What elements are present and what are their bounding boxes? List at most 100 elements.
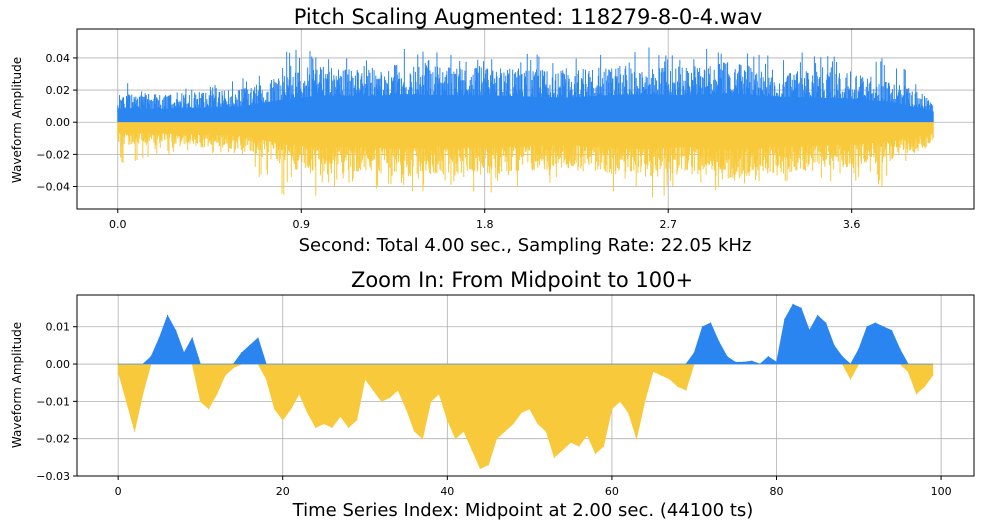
x-tick-label: 80: [769, 485, 783, 498]
zoom-point: [693, 352, 695, 354]
y-tick-label: −0.03: [36, 470, 70, 483]
x-tick-label: 0.9: [293, 218, 311, 231]
x-tick-label: 20: [276, 485, 290, 498]
waveform-y-ticks: −0.04 −0.02 0.00 0.02 0.04: [36, 52, 77, 194]
zoom-point: [660, 374, 662, 376]
zoom-point: [907, 370, 909, 373]
y-tick-label: −0.01: [36, 395, 70, 408]
zoom-point: [553, 456, 555, 458]
zoom-point: [578, 445, 580, 447]
zoom-point: [471, 449, 473, 451]
zoom-point: [825, 322, 827, 324]
zoom-point: [701, 326, 704, 328]
zoom-point: [668, 378, 671, 380]
zoom-point: [866, 326, 868, 328]
zoom-point: [142, 393, 144, 395]
zoom-point: [512, 423, 514, 425]
zoom-point: [208, 408, 210, 410]
zoom-point: [545, 430, 547, 432]
zoom-point: [644, 400, 646, 402]
zoom-point: [529, 408, 531, 410]
zoom-point: [487, 464, 490, 466]
zoom-point: [899, 348, 901, 350]
zoom-point: [751, 360, 753, 362]
zoom-point: [603, 445, 605, 447]
zoom-point: [463, 430, 465, 432]
zoom-point: [586, 434, 588, 436]
zoom-point: [767, 355, 769, 358]
zoom-point: [257, 337, 259, 339]
zoom-point: [627, 411, 629, 414]
zoom-point: [158, 337, 160, 339]
y-tick-label: −0.02: [36, 148, 70, 161]
x-tick-label: 40: [440, 485, 454, 498]
zoom-point: [224, 374, 226, 376]
zoom-point: [537, 423, 539, 425]
zoom-point: [183, 352, 185, 354]
zoom-point: [117, 370, 119, 373]
zoom-point: [199, 400, 202, 402]
y-tick-label: 0.04: [46, 52, 71, 65]
x-tick-label: 60: [605, 485, 619, 498]
zoom-point: [775, 361, 778, 363]
zoom-point: [249, 344, 251, 346]
zoom-point: [817, 314, 819, 317]
y-tick-label: 0.00: [46, 358, 71, 371]
zoom-point: [216, 393, 218, 395]
zoom-point: [323, 423, 325, 425]
zoom-point: [282, 419, 284, 421]
zoom-point: [479, 467, 481, 470]
zoom-point: [454, 438, 457, 440]
zoom-point: [446, 419, 448, 421]
zoom-point: [125, 400, 127, 402]
zoom-point: [759, 363, 761, 365]
y-tick-label: 0.00: [46, 116, 71, 129]
zoom-point: [273, 408, 276, 410]
zoom-point: [611, 408, 613, 410]
zoom-point: [306, 411, 309, 414]
zoom-point: [372, 389, 374, 391]
zoom-point: [726, 355, 728, 358]
y-tick-label: 0.02: [46, 84, 71, 97]
zoom-point: [405, 408, 407, 410]
zoom-x-ticks: 0 20 40 60 80 100: [115, 476, 952, 498]
zoom-point: [849, 378, 852, 380]
zoom-point: [430, 400, 432, 402]
zoom-point: [874, 322, 876, 324]
zoom-point: [915, 393, 917, 395]
x-tick-label: 100: [931, 485, 952, 498]
zoom-point: [520, 411, 522, 414]
zoom-point: [339, 415, 341, 417]
waveform-title: Pitch Scaling Augmented: 118279-8-0-4.wa…: [294, 5, 763, 29]
zoom-y-ticks: −0.03 −0.02 −0.01 0.00 0.01: [36, 321, 77, 483]
waveform-marks: [117, 47, 934, 198]
zoom-point: [290, 408, 292, 410]
waveform-plot: Pitch Scaling Augmented: 118279-8-0-4.wa…: [10, 5, 975, 256]
zoom-marks: [117, 303, 934, 470]
zoom-point: [882, 326, 885, 328]
zoom-point: [232, 367, 234, 369]
zoom-point: [380, 400, 383, 402]
zoom-point: [685, 389, 687, 391]
zoom-point: [175, 329, 177, 332]
zoom-point: [150, 355, 152, 358]
zoom-point: [364, 378, 366, 380]
zoom-point: [652, 370, 654, 373]
zoom-point: [389, 397, 391, 399]
zoom-point: [932, 374, 934, 376]
zoom-point: [191, 337, 193, 339]
zoom-point: [331, 426, 333, 429]
waveform-x-ticks: 0.0 0.9 1.8 2.7 3.6: [109, 209, 860, 231]
zoom-point: [742, 361, 745, 363]
zoom-point: [710, 322, 712, 324]
zoom-point: [504, 430, 506, 432]
waveform-positive-core: [117, 92, 934, 123]
zoom-point: [422, 438, 424, 440]
zoom-negative-area: [117, 363, 934, 469]
zoom-point: [924, 385, 926, 388]
zoom-point: [594, 453, 597, 455]
zoom-point: [636, 438, 638, 440]
zoom-title: Zoom In: From Midpoint to 100+: [351, 268, 693, 292]
zoom-point: [800, 307, 802, 309]
